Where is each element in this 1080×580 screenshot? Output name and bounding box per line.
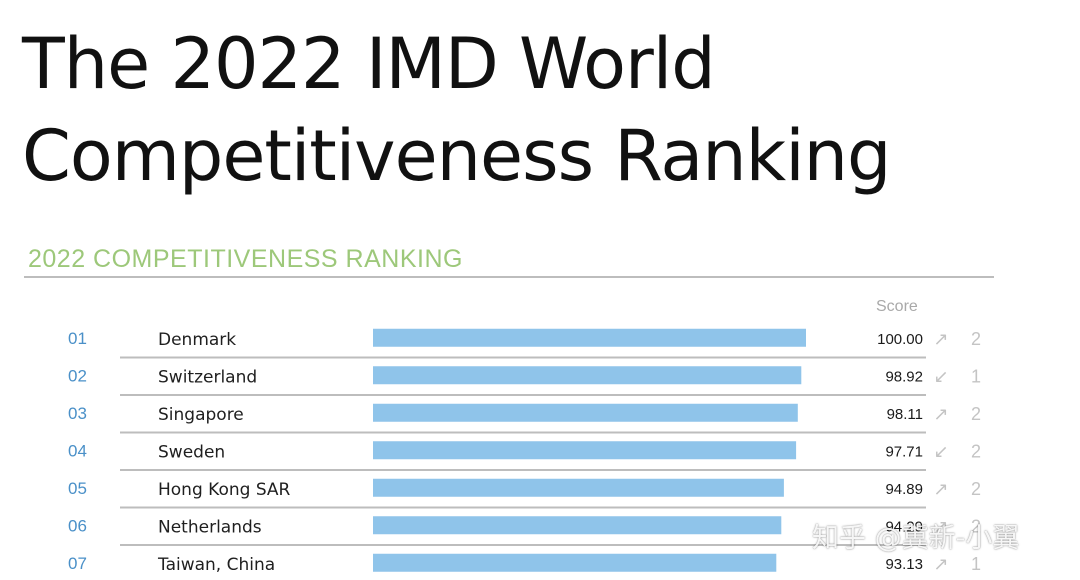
rank-change-value: 2 [971,441,981,461]
country-label: Singapore [158,405,244,425]
rank-change-value: 1 [971,366,981,386]
rank-change-value: 2 [971,516,981,536]
score-column-header: Score [876,298,918,315]
score-bar [373,403,798,422]
rank-label: 01 [68,329,87,348]
trend-up-icon: ↗ [933,479,948,500]
score-bar [373,553,777,572]
country-label: Hong Kong SAR [158,480,291,500]
score-bar [373,366,802,385]
page-title-line-2: Competitiveness Ranking [22,115,891,197]
trend-up-icon: ↗ [933,329,948,350]
country-label: Netherlands [158,517,262,537]
chart-subtitle: 2022 COMPETITIVENESS RANKING [28,245,463,273]
subtitle-divider [24,276,994,278]
score-value: 98.92 [885,368,923,385]
rank-label: 06 [68,516,87,535]
score-value: 98.11 [887,406,923,423]
country-label: Sweden [158,442,225,462]
page-title-line-1: The 2022 IMD World [22,23,716,105]
rank-change-value: 2 [971,329,981,349]
rank-change-value: 1 [971,554,981,574]
score-value: 94.29 [885,518,923,535]
rank-label: 07 [68,554,87,573]
score-bar [373,516,782,535]
score-value: 100.00 [877,331,923,348]
score-bar [373,441,797,460]
page-title: The 2022 IMD World Competitiveness Ranki… [22,18,891,202]
trend-down-icon: ↙ [933,441,948,462]
trend-up-icon: ↗ [933,554,948,575]
rank-label: 04 [68,441,87,460]
rank-change-value: 2 [971,404,981,424]
score-value: 97.71 [885,443,923,460]
trend-up-icon: ↗ [933,404,948,425]
score-bar [373,478,784,497]
trend-down-icon: ↙ [933,366,948,387]
score-value: 93.13 [885,556,923,573]
rank-label: 03 [68,404,87,423]
rank-change-value: 2 [971,479,981,499]
score-bar [373,328,806,347]
country-label: Switzerland [158,367,257,387]
rank-label: 02 [68,366,87,385]
country-label: Taiwan, China [157,555,275,575]
country-label: Denmark [158,330,236,350]
trend-up-icon: ↗ [933,516,948,537]
watermark: 知乎 @冀新-小翼 [812,523,1020,554]
rank-label: 05 [68,479,87,498]
score-value: 94.89 [885,481,923,498]
